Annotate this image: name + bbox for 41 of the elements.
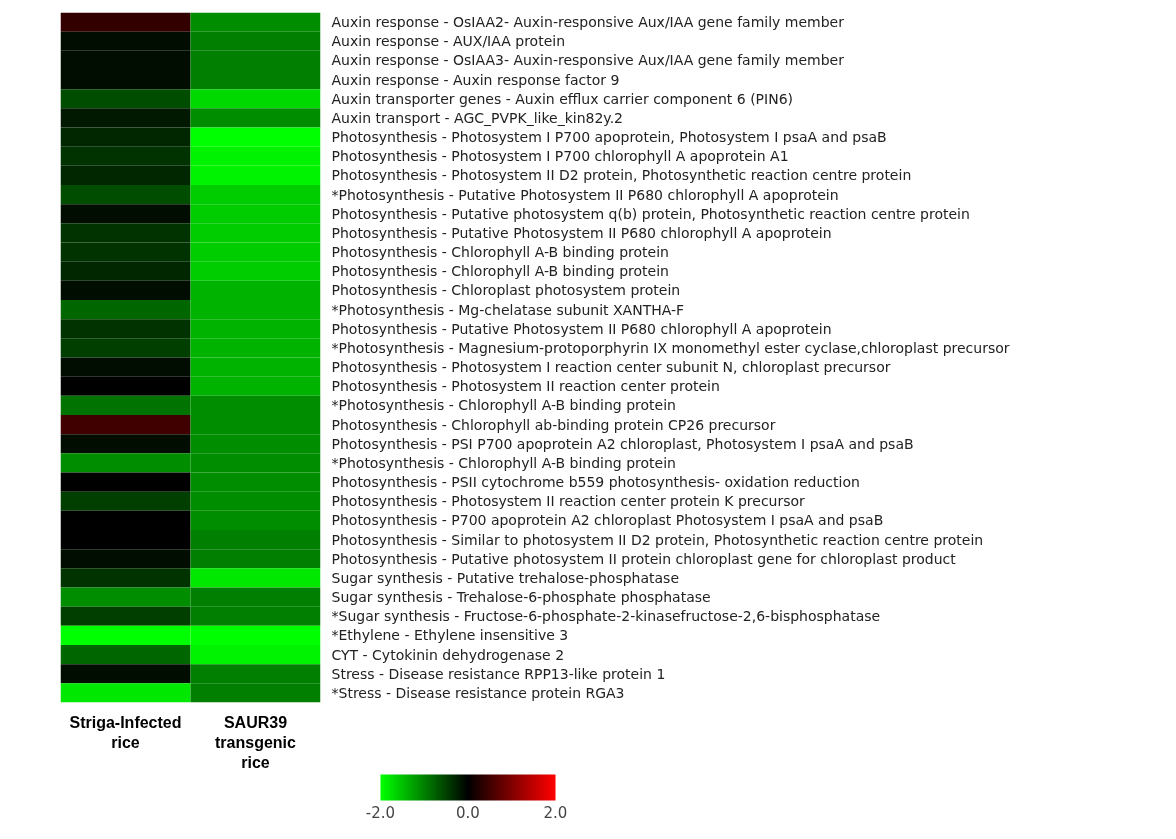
y-tick-label: Stress - Disease resistance RPP13-like protein 1 (331, 665, 666, 682)
y-tick-label: Photosynthesis - Photosystem II reaction center protein (331, 378, 720, 395)
y-tick-label: *Photosynthesis - Mg-chelatase subunit XANTHA-F (331, 301, 685, 318)
y-tick-label: Photosynthesis - Chlorophyll ab-binding protein CP26 precursor (331, 416, 776, 433)
y-tick-label: Photosynthesis - Photosystem II reaction center protein K precursor (331, 493, 806, 510)
y-tick-label: Auxin transport - AGC_PVPK_like_kin82y.2 (331, 109, 624, 126)
y-tick-label: Auxin response - OsIAA2- Auxin-responsive Aux/IAA gene family member (331, 14, 845, 31)
y-tick-label: *Photosynthesis - Chlorophyll A-B binding protein (331, 454, 676, 471)
y-tick-label: *Ethylene - Ethylene insensitive 3 (331, 627, 569, 644)
color-bar-label: 2.0 (543, 803, 568, 822)
y-tick-label: Sugar synthesis - Trehalose-6-phosphate phosphatase (331, 589, 711, 606)
y-tick-label: Photosynthesis - Chloroplast photosystem protein (331, 282, 681, 299)
y-tick-label: Sugar synthesis - Putative trehalose-phosphatase (331, 569, 680, 586)
y-tick-label: *Photosynthesis - Putative Photosystem II P680 chlorophyll A apoprotein (331, 186, 839, 203)
x-tick-label: SAUR39 transgenic rice (215, 713, 297, 772)
y-tick-label: *Stress - Disease resistance protein RGA3 (331, 684, 625, 701)
color-bar-label: -2.0 (365, 803, 396, 822)
y-tick-label: Photosynthesis - Photosystem II D2 protein, Photosynthetic reaction centre protein (331, 167, 912, 184)
y-tick-label: Photosynthesis - Putative Photosystem II P680 chlorophyll A apoprotein (331, 320, 832, 337)
y-tick-label: *Sugar synthesis - Fructose-6-phosphate-2-kinasefructose-2,6-bisphosphatase (331, 608, 881, 625)
y-tick-label: Photosynthesis - Chlorophyll A-B binding protein (331, 263, 669, 280)
y-tick-label: Auxin response - OsIAA3- Auxin-responsive Aux/IAA gene family member (331, 52, 845, 69)
y-tick-label: Photosynthesis - P700 apoprotein A2 chloroplast Photosystem I psaA and psaB (331, 512, 884, 529)
y-tick-label: Photosynthesis - PSII cytochrome b559 photosynthesis- oxidation reduction (331, 474, 860, 491)
y-tick-label: Photosynthesis - Putative photosystem q(b) protein, Photosynthetic reaction centre protein (331, 205, 970, 222)
y-tick-label: *Photosynthesis - Magnesium-protoporphyrin IX monomethyl ester cyclase,chloroplast precursor (331, 339, 1010, 356)
color-bar-label: 0.0 (456, 803, 480, 822)
y-tick-label: Photosynthesis - Photosystem I P700 chlorophyll A apoprotein A1 (331, 148, 789, 165)
y-tick-label: Auxin transporter genes - Auxin efflux carrier component 6 (PIN6) (331, 90, 794, 107)
y-tick-label: Photosynthesis - PSI P700 apoprotein A2 chloroplast, Photosystem I psaA and psaB (331, 435, 914, 452)
y-tick-label: Auxin response - Auxin response factor 9 (331, 71, 620, 88)
y-tick-label: Auxin response - AUX/IAA protein (331, 33, 566, 50)
y-tick-label: Photosynthesis - Photosystem I reaction center subunit N, chloroplast precursor (331, 359, 891, 376)
x-tick-label: Striga-Infected rice (69, 713, 182, 751)
y-tick-label: *Photosynthesis - Chlorophyll A-B binding protein (331, 397, 676, 414)
y-tick-label: Photosynthesis - Similar to photosystem II D2 protein, Photosynthetic reaction centre protein (331, 531, 984, 548)
y-tick-label: Photosynthesis - Photosystem I P700 apoprotein, Photosystem I psaA and psaB (331, 129, 887, 146)
y-tick-label: Photosynthesis - Chlorophyll A-B binding protein (331, 244, 669, 261)
y-tick-label: CYT - Cytokinin dehydrogenase 2 (331, 646, 565, 663)
y-tick-label: Photosynthesis - Putative Photosystem II P680 chlorophyll A apoprotein (331, 224, 832, 241)
y-tick-label: Photosynthesis - Putative photosystem II protein chloroplast gene for chloroplast product (331, 550, 957, 567)
